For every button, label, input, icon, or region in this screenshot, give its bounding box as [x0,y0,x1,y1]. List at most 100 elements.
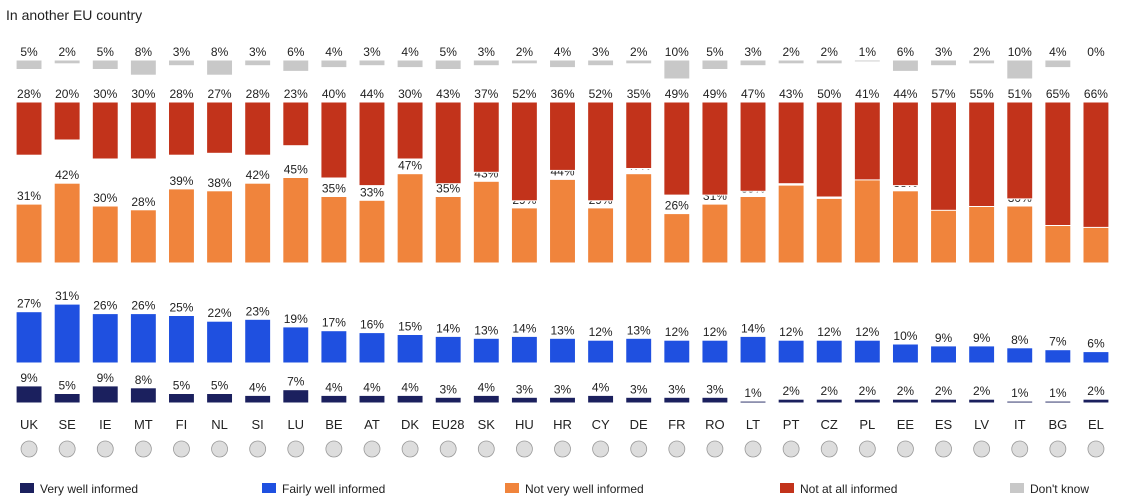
x-tick-label: BE [325,417,343,432]
x-tick-label: CY [592,417,610,432]
bar [625,396,653,404]
value-label: 10% [665,45,689,59]
x-tick-label: CZ [821,417,838,432]
value-label: 30% [93,191,117,205]
bar [853,398,881,404]
bar [396,173,424,264]
value-label: 5% [58,379,76,393]
bar [358,394,386,404]
flag-icon [935,440,952,458]
value-label: 17% [322,316,346,330]
bar [1044,59,1072,69]
bar [853,59,881,63]
value-label: 4% [478,380,496,394]
flag-icon [782,440,800,458]
value-label: 14% [436,321,460,335]
value-label: 35% [322,182,346,196]
bar [968,398,996,404]
value-label: 23% [284,87,308,101]
x-tick-label: SI [252,417,264,432]
x-tick-label: SK [478,417,496,432]
x-tick-label: SE [58,417,76,432]
bar [1044,349,1072,364]
value-label: 4% [401,380,419,394]
bar [663,101,691,196]
value-label: 47% [398,159,422,173]
value-label: 3% [516,382,534,396]
value-label: 4% [363,380,381,394]
bar [1006,400,1034,404]
value-label: 2% [973,45,991,59]
value-label: 9% [20,371,38,385]
bar [968,101,996,207]
value-label: 4% [249,380,267,394]
value-label: 2% [516,45,534,59]
value-label: 14% [512,321,536,335]
value-label: 10% [893,329,917,343]
value-label: 7% [1049,335,1067,349]
bar [625,101,653,169]
bar [739,101,767,192]
value-label: 2% [58,45,76,59]
value-label: 2% [897,384,915,398]
bar [663,59,691,80]
flag-icon [973,440,991,458]
bar [15,59,43,70]
bar [434,335,462,364]
value-label: 40% [322,87,346,101]
bar [815,339,843,364]
x-tick-label: PT [783,417,800,432]
x-tick-label: LV [974,417,989,432]
value-label: 6% [897,45,915,59]
bar [815,101,843,198]
flag-icon [249,440,267,458]
value-label: 2% [821,45,839,59]
x-tick-label: IE [99,417,112,432]
value-label: 28% [131,195,155,209]
bar [663,213,691,264]
flag-icon [477,440,495,458]
bar [930,398,957,404]
bar [206,59,234,76]
x-tick-label: LT [746,417,760,432]
bar [930,59,957,67]
value-label: 20% [55,87,79,101]
value-label: 2% [782,384,800,398]
x-tick-label: MT [134,417,153,432]
legend-label: Not at all informed [800,482,897,496]
value-label: 52% [589,87,613,101]
legend-swatch [780,483,794,493]
flag-icon [706,440,724,458]
bar [53,182,81,264]
bar [320,101,348,179]
x-tick-label: LU [287,417,304,432]
bar [777,59,805,65]
bar [701,101,729,196]
value-label: 6% [287,45,305,59]
bar [396,59,424,69]
value-label: 3% [554,382,572,396]
value-label: 3% [744,45,762,59]
bar [510,207,538,264]
flag-icon [58,440,76,458]
bar [549,178,576,264]
bar [358,59,386,67]
flag-icon [401,440,419,458]
value-label: 1% [1049,386,1067,400]
value-label: 3% [592,45,610,59]
value-label: 42% [55,168,79,182]
bar [777,101,805,185]
bar [244,101,272,156]
flag-icon [554,440,571,458]
bar [549,396,576,404]
x-tick-label: ES [935,417,953,432]
bar [472,101,500,173]
value-label: 1% [744,386,762,400]
bar [1082,101,1110,228]
bar [625,173,653,264]
x-tick-label: BG [1048,417,1067,432]
value-label: 5% [706,45,724,59]
bar [206,101,234,154]
legend-swatch [20,483,34,493]
value-label: 31% [55,289,79,303]
